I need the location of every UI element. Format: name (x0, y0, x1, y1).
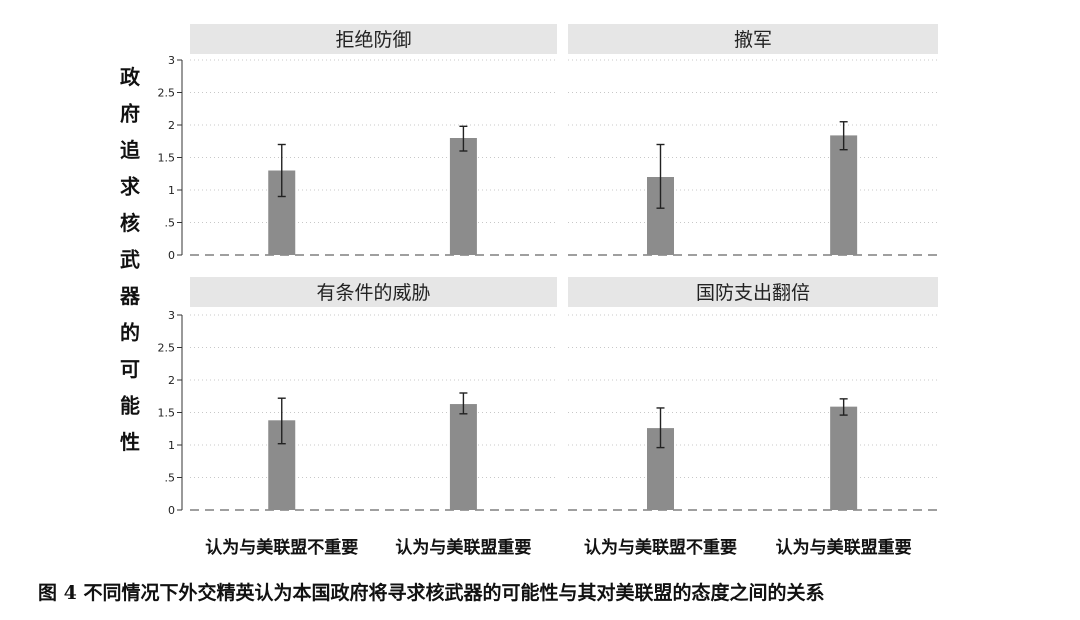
panel-title: 国防支出翻倍 (696, 282, 810, 304)
y-tick-label: 1.5 (158, 152, 176, 165)
panel-header (190, 277, 557, 307)
y-tick-label: 3 (168, 54, 175, 67)
y-tick-label: 2.5 (158, 342, 176, 355)
bar (449, 138, 477, 255)
bar (830, 406, 858, 510)
y-tick-label: 2.5 (158, 87, 176, 100)
y-tick-label: 1 (168, 184, 175, 197)
panel-title: 撤军 (734, 29, 772, 51)
x-tick-label: 认为与美联盟重要 (395, 537, 531, 558)
y-tick-label: 0 (168, 249, 175, 262)
panel-header (568, 277, 938, 307)
y-tick-label: 0 (168, 504, 175, 517)
y-tick-label: 2 (168, 119, 175, 132)
y-tick-label: 3 (168, 309, 175, 322)
y-tick-label: 2 (168, 374, 175, 387)
panel-title: 拒绝防御 (335, 29, 411, 51)
y-tick-label: .5 (165, 472, 176, 485)
bar (830, 135, 858, 255)
panel-header (568, 24, 938, 54)
x-tick-label: 认为与美联盟不重要 (584, 537, 737, 558)
x-tick-label: 认为与美联盟重要 (776, 537, 912, 558)
figure-caption: 图 4 不同情况下外交精英认为本国政府将寻求核武器的可能性与其对美联盟的态度之间… (38, 582, 825, 604)
panel-header (190, 24, 557, 54)
x-tick-label: 认为与美联盟不重要 (205, 537, 358, 558)
bar (449, 404, 477, 510)
y-tick-label: 1 (168, 439, 175, 452)
panel-title: 有条件的威胁 (316, 282, 430, 304)
y-axis-title: 政府追求核武器的可能性 (119, 65, 141, 454)
y-tick-label: .5 (165, 217, 176, 230)
y-tick-label: 1.5 (158, 407, 176, 420)
